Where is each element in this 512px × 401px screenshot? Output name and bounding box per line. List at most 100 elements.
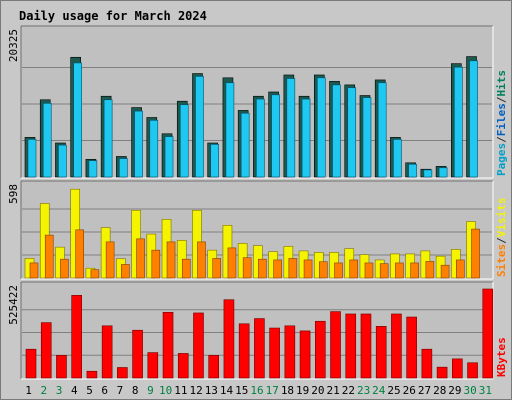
x-tick-label: 29 [448, 384, 461, 397]
bar-kbytes [40, 322, 52, 379]
x-tick-label: 8 [132, 384, 139, 397]
x-tick-label: 9 [147, 384, 154, 397]
bar-sites [456, 259, 465, 279]
series-legend: KBytes [495, 337, 508, 377]
x-tick-label: 6 [101, 384, 108, 397]
bar-sites [471, 228, 480, 279]
bar-files [195, 76, 204, 178]
bar-files [134, 110, 143, 178]
x-tick-label: 7 [117, 384, 124, 397]
bar-kbytes [482, 288, 494, 379]
bar-sites [303, 259, 313, 279]
bar-files [225, 82, 235, 178]
bar-files [103, 99, 113, 178]
bar-files [454, 66, 463, 178]
bar-kbytes [86, 370, 98, 379]
x-tick-label: 12 [189, 384, 202, 397]
bar-files [210, 144, 220, 178]
bar-files [27, 139, 37, 178]
bar-kbytes [360, 313, 372, 379]
bar-kbytes [299, 330, 311, 379]
bar-kbytes [436, 366, 448, 379]
bar-files [423, 169, 433, 178]
bar-sites [364, 262, 374, 279]
bar-sites [440, 264, 450, 279]
chart-panels: 20325Pages/Files/Hits598Sites/Visits5254… [7, 25, 508, 380]
legend-entry: Visits [495, 198, 508, 238]
bar-files [58, 144, 67, 178]
bar-files [362, 97, 372, 178]
bar-files [438, 167, 448, 178]
bar-sites [410, 262, 419, 279]
bar-sites [258, 258, 267, 279]
bar-kbytes [314, 320, 326, 379]
bar-kbytes [162, 311, 174, 379]
legend-entry: / [495, 136, 508, 143]
x-tick-label: 22 [342, 384, 355, 397]
bar-sites [166, 241, 176, 279]
x-tick-label: 20 [311, 384, 324, 397]
x-tick-label: 13 [205, 384, 218, 397]
bar-kbytes [238, 323, 250, 379]
bar-sites [90, 269, 100, 279]
bar-sites [334, 262, 343, 279]
bar-sites [273, 259, 282, 279]
legend-entry: Hits [495, 70, 508, 97]
x-tick-label: 16 [250, 384, 263, 397]
x-tick-label: 14 [220, 384, 234, 397]
x-tick-label: 10 [159, 384, 172, 397]
bar-sites [395, 262, 404, 279]
bar-kbytes [147, 352, 159, 379]
bar-files [164, 136, 174, 178]
bar-files [393, 139, 402, 178]
x-tick-label: 28 [433, 384, 446, 397]
bar-files [271, 94, 280, 178]
bar-kbytes [269, 327, 280, 379]
bar-kbytes [421, 348, 433, 379]
bar-sites [242, 257, 252, 279]
legend-entry: / [495, 96, 508, 103]
bar-files [377, 82, 387, 178]
bar-sites [318, 261, 328, 279]
bar-kbytes [193, 312, 204, 379]
legend-entry: Pages [495, 143, 508, 176]
x-tick-label: 21 [327, 384, 340, 397]
bar-kbytes [391, 313, 402, 379]
x-tick-label: 11 [174, 384, 187, 397]
x-axis-labels: 1 2 3 4 5 6 7 8 9 10 11 12 13 14 15 16 17 18 19 20 21 22 23 24 2… [25, 384, 492, 397]
bar-sites [349, 259, 359, 279]
bar-sites [29, 262, 39, 279]
bar-sites [151, 249, 161, 279]
x-tick-label: 3 [56, 384, 63, 397]
bar-kbytes [132, 329, 143, 379]
y-max-label: 598 [7, 184, 20, 204]
x-tick-label: 24 [372, 384, 386, 397]
bar-files [179, 104, 189, 178]
bar-files [301, 98, 311, 178]
bar-kbytes [117, 367, 128, 379]
bar-kbytes [254, 318, 265, 379]
bar-kbytes [375, 326, 387, 379]
bar-kbytes [101, 325, 113, 379]
panel-kbytes: 525422 KBytes [7, 281, 508, 380]
bar-files [256, 98, 265, 178]
bar-sites [197, 241, 206, 279]
bar-kbytes [208, 355, 220, 379]
bar-sites [121, 264, 130, 279]
x-tick-label: 26 [403, 384, 416, 397]
bar-sites [227, 247, 237, 279]
legend-entry: Files [495, 103, 508, 136]
legend-entry: / [495, 237, 508, 244]
x-tick-label: 15 [235, 384, 248, 397]
bar-kbytes [177, 353, 189, 379]
x-tick-label: 2 [41, 384, 48, 397]
chart-title: Daily usage for March 2024 [19, 9, 207, 23]
bar-sites [212, 258, 222, 279]
x-tick-label: 27 [418, 384, 431, 397]
bar-sites [75, 229, 84, 279]
x-tick-label: 31 [479, 384, 492, 397]
legend-entry: Sites [495, 244, 508, 277]
bar-files [286, 78, 296, 178]
